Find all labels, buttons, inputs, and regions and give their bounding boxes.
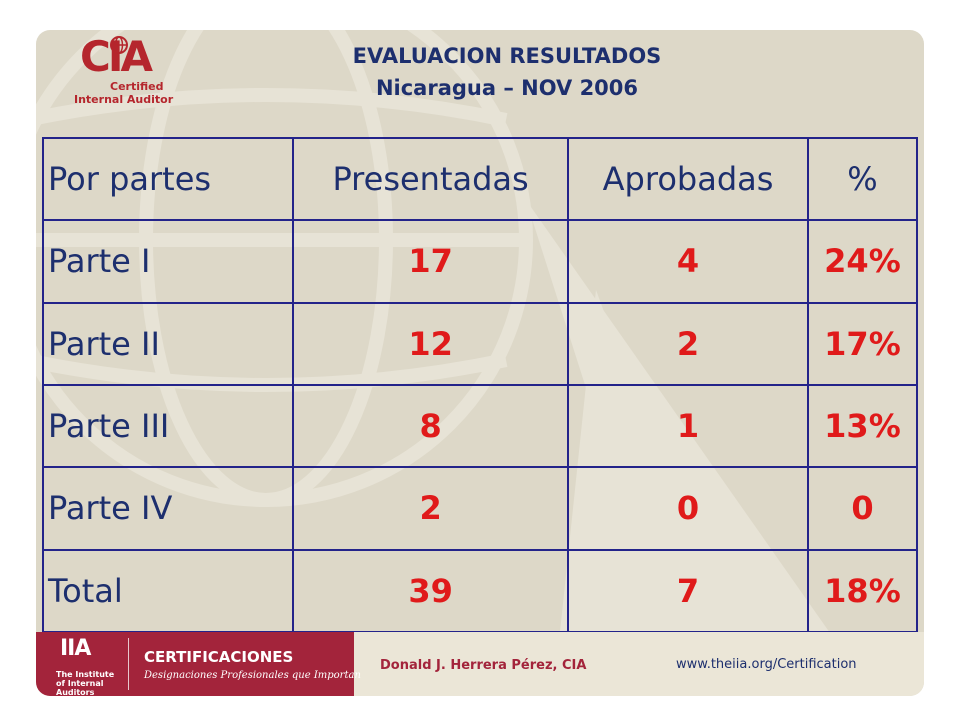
iia-name: The Institute of Internal Auditors [56,670,115,696]
row-label: Parte IV [42,466,294,551]
header-cell-aprobadas: Aprobadas [567,136,809,222]
cell-presentadas: 12 [291,301,570,386]
banner-divider [128,638,129,690]
header-cell-presentadas: Presentadas [291,136,570,222]
row-label: Parte II [42,301,294,386]
cia-logo-line1: Certified [110,80,164,93]
row-label: Parte III [42,383,294,469]
table-row: Parte IV 2 0 0 [42,466,919,551]
certificaciones-title: CERTIFICACIONES [144,648,294,666]
iia-logo-mark: IIA [60,636,91,661]
certificaciones-subtitle: Designaciones Profesionales que Importan [144,670,361,681]
cell-presentadas: 8 [291,383,570,469]
page-title: EVALUACION RESULTADOS Nicaragua – NOV 20… [272,40,742,104]
cell-presentadas: 2 [291,466,570,551]
footer: IIA The Institute of Internal Auditors C… [36,632,924,696]
cell-aprobadas: 4 [567,219,809,304]
author-credit: Donald J. Herrera Pérez, CIA [380,658,587,673]
iia-banner: IIA The Institute of Internal Auditors C… [36,632,361,696]
cia-logo: CIA Certified Internal Auditor [72,32,198,114]
cell-percent: 24% [806,219,919,304]
website-link[interactable]: www.theiia.org/Certification [676,657,857,672]
cell-aprobadas: 0 [567,466,809,551]
cell-percent: 18% [806,548,919,634]
globe-icon [110,36,128,54]
cell-aprobadas: 7 [567,548,809,634]
cell-percent: 13% [806,383,919,469]
cell-percent: 0 [806,466,919,551]
table-header-row: Por partes Presentadas Aprobadas % [42,136,919,222]
table-row: Parte II 12 2 17% [42,301,919,386]
results-table: Por partes Presentadas Aprobadas % Parte… [42,136,919,634]
row-label: Parte I [42,219,294,304]
cell-aprobadas: 1 [567,383,809,469]
slide: CIA Certified Internal Auditor EVALUACIO… [36,30,924,696]
table-row-total: Total 39 7 18% [42,548,919,634]
row-label: Total [42,548,294,634]
header-cell-partes: Por partes [42,136,294,222]
cell-aprobadas: 2 [567,301,809,386]
cell-percent: 17% [806,301,919,386]
cia-logo-line2: Internal Auditor [74,93,174,106]
cell-presentadas: 39 [291,548,570,634]
table-row: Parte I 17 4 24% [42,219,919,304]
table-row: Parte III 8 1 13% [42,383,919,469]
title-line-2: Nicaragua – NOV 2006 [375,76,639,100]
title-line-1: EVALUACION RESULTADOS [352,44,662,68]
cell-presentadas: 17 [291,219,570,304]
header-cell-percent: % [806,136,919,222]
